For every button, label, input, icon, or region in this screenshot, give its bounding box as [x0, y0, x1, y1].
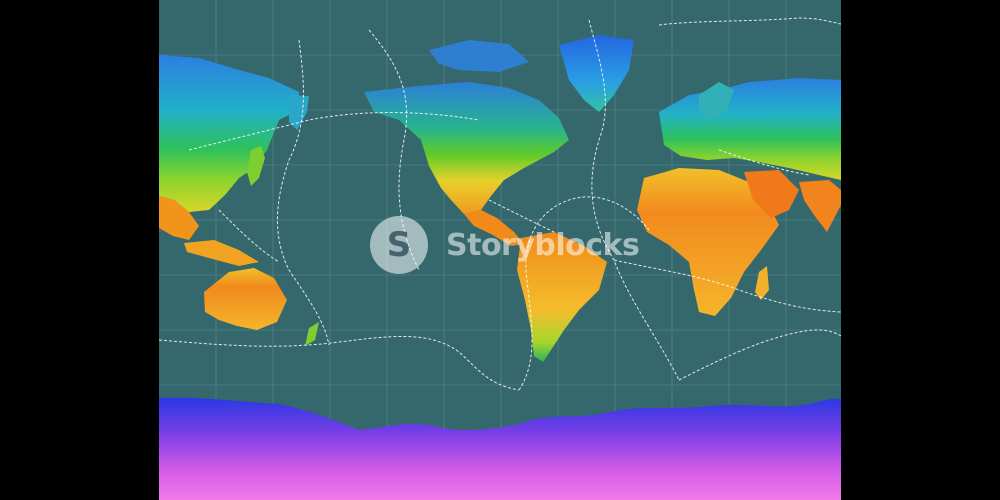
- greenland: [559, 35, 634, 112]
- arctic-archipelago: [429, 40, 529, 72]
- east-asia: [159, 55, 299, 212]
- southeast-asia: [159, 196, 199, 240]
- japan: [247, 146, 265, 186]
- new-zealand: [305, 322, 319, 346]
- australia: [204, 268, 287, 330]
- kamchatka: [289, 95, 309, 130]
- india: [799, 180, 841, 232]
- world-map: [159, 0, 841, 500]
- central-america: [464, 210, 524, 246]
- africa: [637, 168, 779, 316]
- arabia: [744, 170, 799, 218]
- plate-boundaries: [159, 17, 841, 391]
- south-america: [517, 232, 607, 362]
- map-svg: [159, 0, 841, 500]
- madagascar: [755, 266, 769, 300]
- antarctica: [159, 397, 841, 500]
- north-america: [364, 82, 569, 214]
- indonesia: [184, 240, 259, 266]
- scandinavia: [699, 82, 734, 120]
